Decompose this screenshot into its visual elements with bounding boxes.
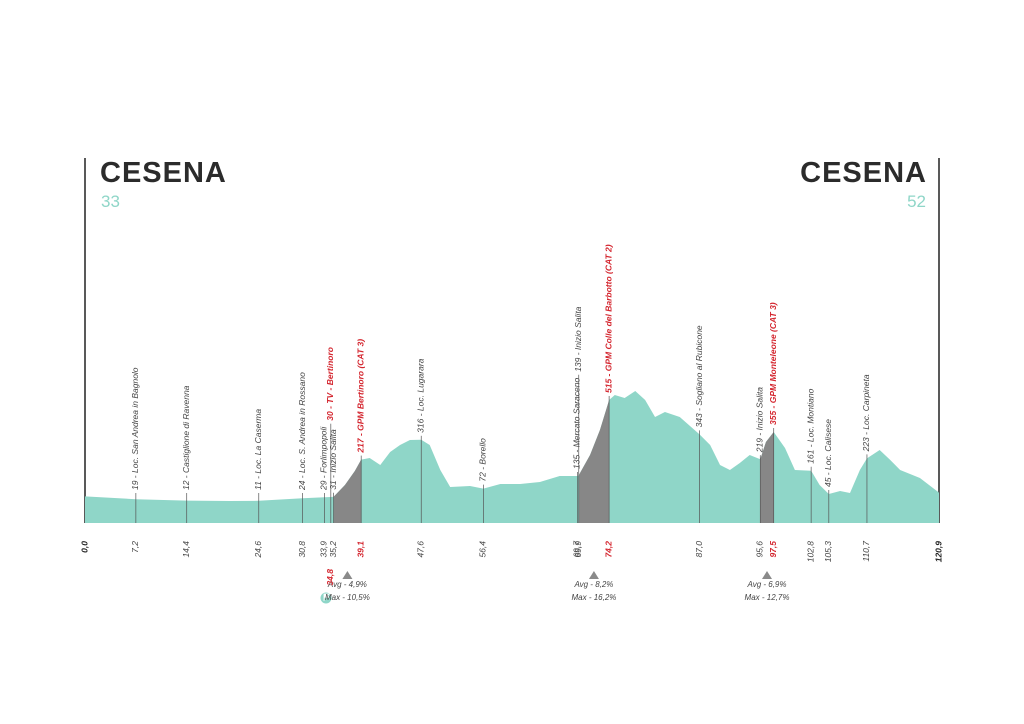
x-tick-label: 110,7 bbox=[861, 541, 871, 562]
waypoint-label: 30 - TV - Bertinoro bbox=[325, 347, 335, 421]
tv-icon bbox=[320, 592, 332, 604]
climb-area bbox=[578, 400, 610, 523]
climb-max: Max - 12,7% bbox=[745, 593, 790, 602]
waypoint-label: 31 - Inizio Salita bbox=[328, 429, 338, 490]
waypoint-label: 12 - Castiglione di Ravenna bbox=[181, 385, 191, 490]
start-city: CESENA bbox=[100, 157, 227, 189]
x-tick-label: 102,8 bbox=[805, 541, 815, 563]
waypoint-label: 29 - Forlimpopoli bbox=[319, 426, 329, 491]
waypoint-label: 139 - Inizio Salita bbox=[573, 306, 583, 371]
waypoint-label: 19 - Loc. San Andrea in Bagnolo bbox=[130, 367, 140, 490]
x-tick-label: 24,6 bbox=[253, 541, 263, 559]
waypoint-label: 72 - Borello bbox=[478, 438, 488, 482]
x-tick-label: 105,3 bbox=[823, 541, 833, 563]
x-tick-label: 39,1 bbox=[355, 541, 365, 558]
waypoint-label: 219 - Inizio Salita bbox=[755, 387, 765, 453]
waypoint-label: 135 - Mercato Saraceno bbox=[572, 378, 582, 469]
climb-marker bbox=[761, 571, 772, 579]
x-tick-label: 0,0 bbox=[79, 541, 89, 553]
waypoint-label: 343 - Sogliano al Rubicone bbox=[694, 325, 704, 427]
x-tick-label: 87,0 bbox=[694, 541, 704, 558]
x-tick-label: 74,2 bbox=[603, 541, 613, 558]
finish-city: CESENA bbox=[800, 157, 927, 189]
elevation-area bbox=[85, 391, 939, 523]
x-tick-label: 69,9 bbox=[573, 541, 583, 558]
waypoint-label: 45 - Loc. Calisese bbox=[823, 419, 833, 487]
waypoint-label: 11 - Loc. La Caserma bbox=[253, 409, 263, 490]
waypoint-label: 355 - GPM Monteleone (CAT 3) bbox=[768, 302, 778, 425]
waypoint-label: 161 - Loc. Montiano bbox=[805, 388, 815, 463]
climb-avg: Avg - 8,2% bbox=[573, 580, 613, 589]
x-tick-label: 56,4 bbox=[478, 541, 488, 558]
waypoint-label: 515 - GPM Colle del Barbotto (CAT 2) bbox=[603, 244, 613, 393]
x-tick-label: 47,6 bbox=[415, 541, 425, 558]
waypoint-label: 24 - Loc. S. Andrea in Rossano bbox=[297, 372, 307, 491]
x-tick-label: 14,4 bbox=[181, 541, 191, 558]
climb-max: Max - 10,5% bbox=[325, 593, 370, 602]
x-tick-label: 33,9 bbox=[319, 541, 329, 558]
waypoint-label: 223 - Loc. Carpineta bbox=[861, 374, 871, 452]
x-tick-label: 69,7 bbox=[572, 541, 582, 558]
waypoint-label: 217 - GPM Bertinoro (CAT 3) bbox=[355, 339, 365, 454]
x-tick-label: 95,6 bbox=[755, 541, 765, 558]
climb-marker bbox=[588, 571, 599, 579]
waypoint-label: 316 - Loc. Lugarara bbox=[415, 358, 425, 432]
climb-area bbox=[760, 432, 774, 523]
climb-avg: Avg - 6,9% bbox=[747, 580, 787, 589]
x-tick-label: 120,9 bbox=[933, 541, 943, 563]
x-tick-label: 35,2 bbox=[328, 541, 338, 558]
finish-elevation: 52 bbox=[907, 192, 926, 211]
x-tick-label: 97,5 bbox=[768, 541, 778, 558]
climb-avg: Avg - 4,9% bbox=[327, 580, 367, 589]
x-tick-label: 7,2 bbox=[130, 541, 140, 553]
x-tick-label: 34,8 bbox=[325, 569, 335, 586]
x-tick-label: 30,8 bbox=[297, 541, 307, 558]
climb-area bbox=[333, 459, 362, 523]
start-elevation: 33 bbox=[101, 192, 120, 211]
climb-max: Max - 16,2% bbox=[571, 593, 616, 602]
climb-marker bbox=[342, 571, 353, 579]
